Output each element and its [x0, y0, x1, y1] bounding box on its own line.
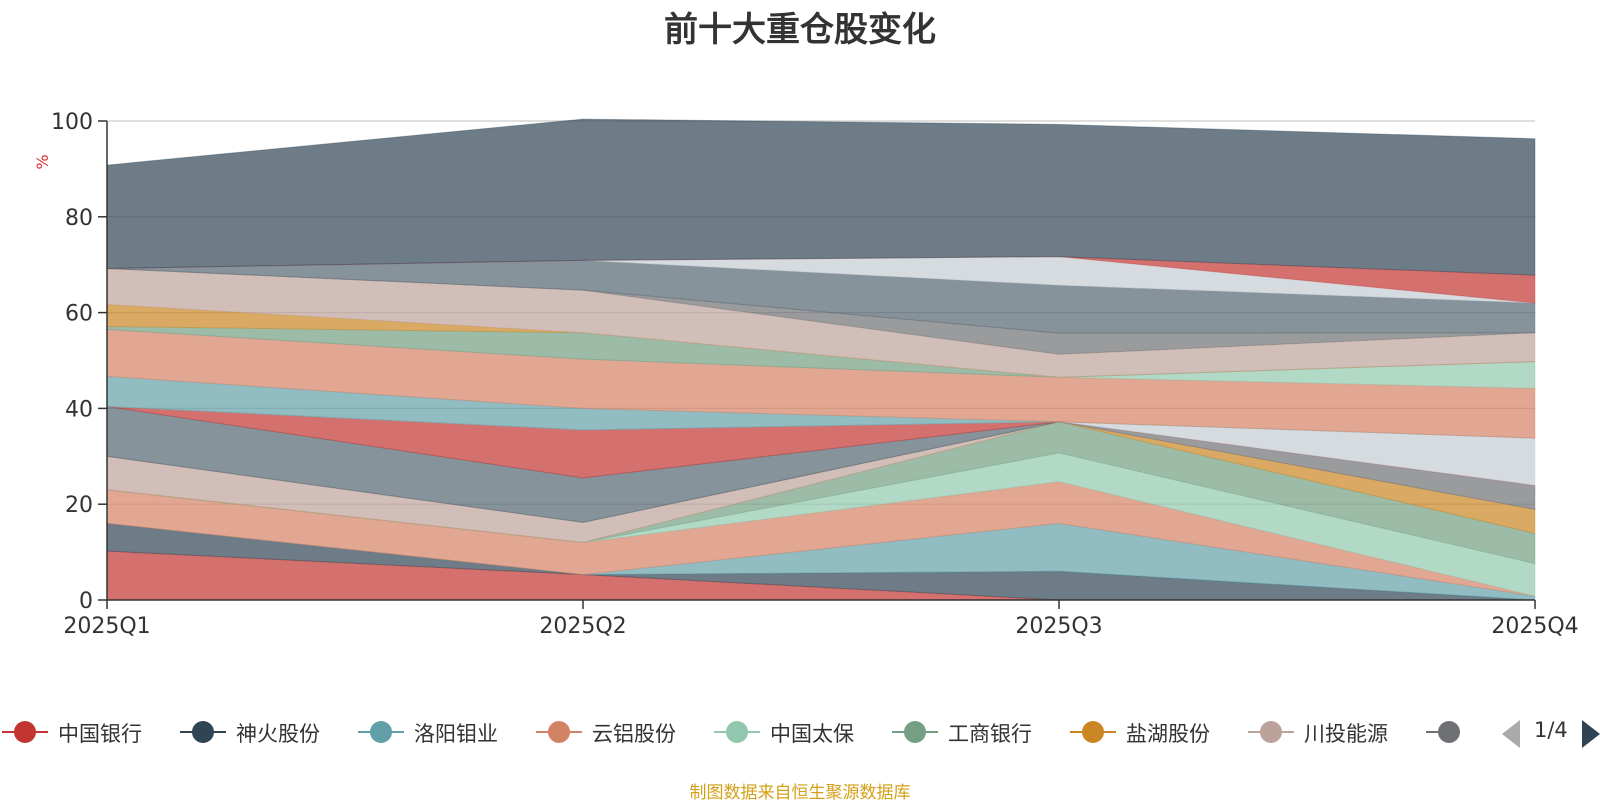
- legend-marker-icon: [2, 721, 48, 743]
- legend-label: 云铝股份: [592, 722, 676, 746]
- legend-marker-icon: [714, 721, 760, 743]
- legend-prev-page-icon[interactable]: [1502, 720, 1520, 748]
- y-tick-label-1: 20: [65, 493, 93, 518]
- legend-marker-icon: [180, 721, 226, 743]
- legend-marker-icon: [892, 721, 938, 743]
- area-series-22[interactable]: [106, 118, 1536, 276]
- axis-layer: 0 20 40 60 80 100 2025Q1 2025Q2 2025Q3 2025Q4: [51, 110, 1579, 639]
- legend-label: 神火股份: [236, 722, 320, 746]
- x-tick-label-0: 2025Q1: [63, 614, 150, 639]
- y-tick-label-3: 60: [65, 302, 93, 327]
- legend-marker-icon: [1248, 721, 1294, 743]
- area-series-12[interactable]: [106, 375, 1536, 439]
- legend-label: 川投能源: [1304, 722, 1388, 746]
- y-tick-label-4: 80: [65, 206, 93, 231]
- source-note: 制图数据来自恒生聚源数据库: [689, 783, 911, 803]
- legend-label: 中国银行: [58, 722, 142, 746]
- legend-marker-icon: [536, 721, 582, 743]
- y-tick-label-0: 0: [79, 589, 93, 614]
- x-tick-label-1: 2025Q2: [539, 614, 626, 639]
- y-tick-label-5: 100: [51, 110, 93, 135]
- legend-label: 洛阳钼业: [414, 722, 498, 746]
- y-axis-label: %: [33, 154, 52, 169]
- legend-marker-icon: [1070, 721, 1116, 743]
- legend-marker-icon: [1426, 721, 1460, 743]
- legend-label: 中国太保: [770, 722, 854, 746]
- legend: 中国银行神火股份洛阳钼业云铝股份中国太保工商银行盐湖股份川投能源紫金矿业: [0, 712, 1460, 752]
- area-layer: [106, 118, 1536, 601]
- legend-pager: 1/4: [1500, 716, 1600, 752]
- chart-title: 前十大重仓股变化: [664, 10, 936, 50]
- legend-next-page-icon[interactable]: [1582, 720, 1600, 748]
- legend-label: 盐湖股份: [1126, 722, 1210, 746]
- x-tick-label-2: 2025Q3: [1015, 614, 1102, 639]
- legend-marker-icon: [358, 721, 404, 743]
- x-tick-label-3: 2025Q4: [1491, 614, 1578, 639]
- legend-label: 工商银行: [948, 722, 1032, 746]
- area-series-8[interactable]: [106, 421, 1536, 523]
- legend-page-indicator: 1/4: [1534, 718, 1568, 742]
- y-tick-label-2: 40: [65, 397, 93, 422]
